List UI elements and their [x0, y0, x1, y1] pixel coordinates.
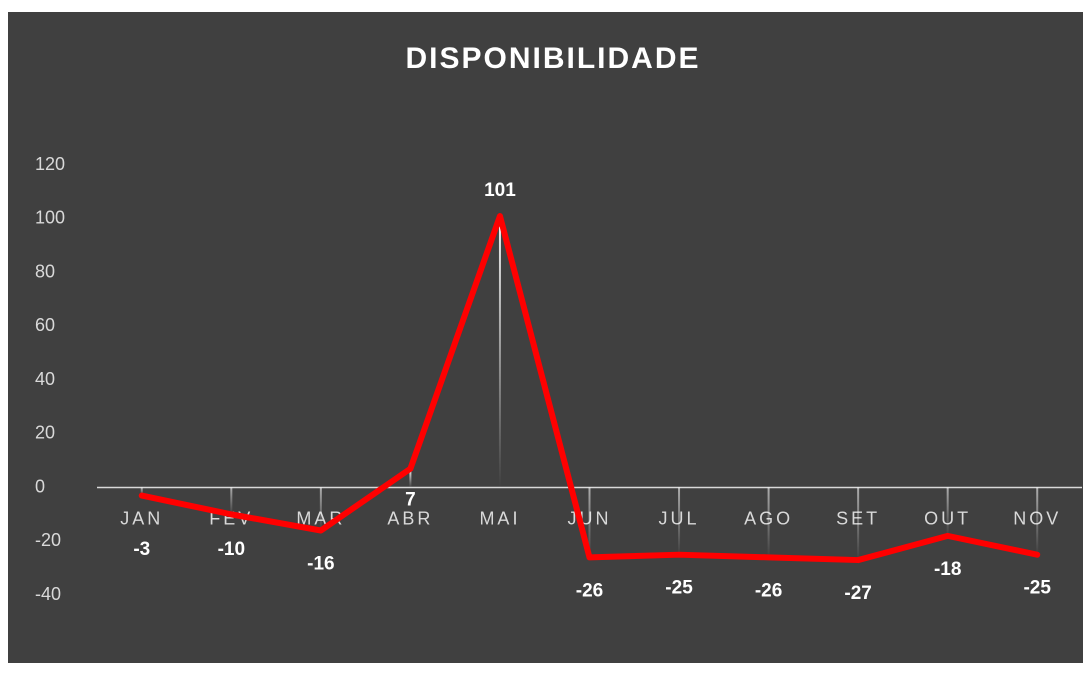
drop-line	[319, 487, 322, 531]
y-tick-label: 0	[35, 476, 45, 496]
y-tick-label: 120	[35, 154, 65, 174]
y-tick-label: 80	[35, 261, 55, 281]
data-label: -27	[844, 583, 871, 604]
drop-line	[767, 487, 770, 558]
x-tick-label: ABR	[387, 508, 433, 528]
x-tick-label: JAN	[120, 508, 163, 528]
data-label: -26	[755, 580, 782, 601]
y-tick-label: -40	[35, 584, 61, 604]
y-tick-label: -20	[35, 530, 61, 550]
drop-line	[588, 487, 591, 558]
data-label: -25	[665, 578, 693, 599]
drop-line	[230, 487, 233, 515]
x-tick-label: NOV	[1013, 508, 1061, 528]
series-line	[138, 213, 1041, 564]
x-tick-label: JUL	[659, 508, 700, 528]
drop-line	[857, 487, 860, 561]
data-label: -25	[1023, 578, 1051, 599]
drop-line	[140, 487, 143, 496]
drop-line	[1036, 487, 1039, 555]
data-label: -10	[218, 539, 245, 560]
chart-title: DISPONIBILIDADE	[405, 42, 700, 75]
y-tick-label: 100	[35, 208, 65, 228]
data-label: -16	[307, 554, 334, 575]
drop-line	[409, 468, 412, 488]
data-label: -18	[934, 559, 961, 580]
data-label: 101	[484, 180, 516, 201]
drop-line	[946, 487, 949, 536]
x-tick-label: AGO	[744, 508, 793, 528]
data-label: -3	[133, 539, 150, 560]
y-tick-label: 40	[35, 369, 55, 389]
y-tick-label: 20	[35, 423, 55, 443]
chart-background	[8, 12, 1083, 663]
data-label: 7	[405, 490, 416, 511]
drop-line	[678, 487, 681, 555]
drop-line	[498, 216, 501, 488]
x-tick-label: SET	[836, 508, 880, 528]
x-tick-label: MAI	[479, 508, 520, 528]
x-tick-label: OUT	[924, 508, 971, 528]
y-tick-label: 60	[35, 315, 55, 335]
data-label: -26	[576, 580, 603, 601]
